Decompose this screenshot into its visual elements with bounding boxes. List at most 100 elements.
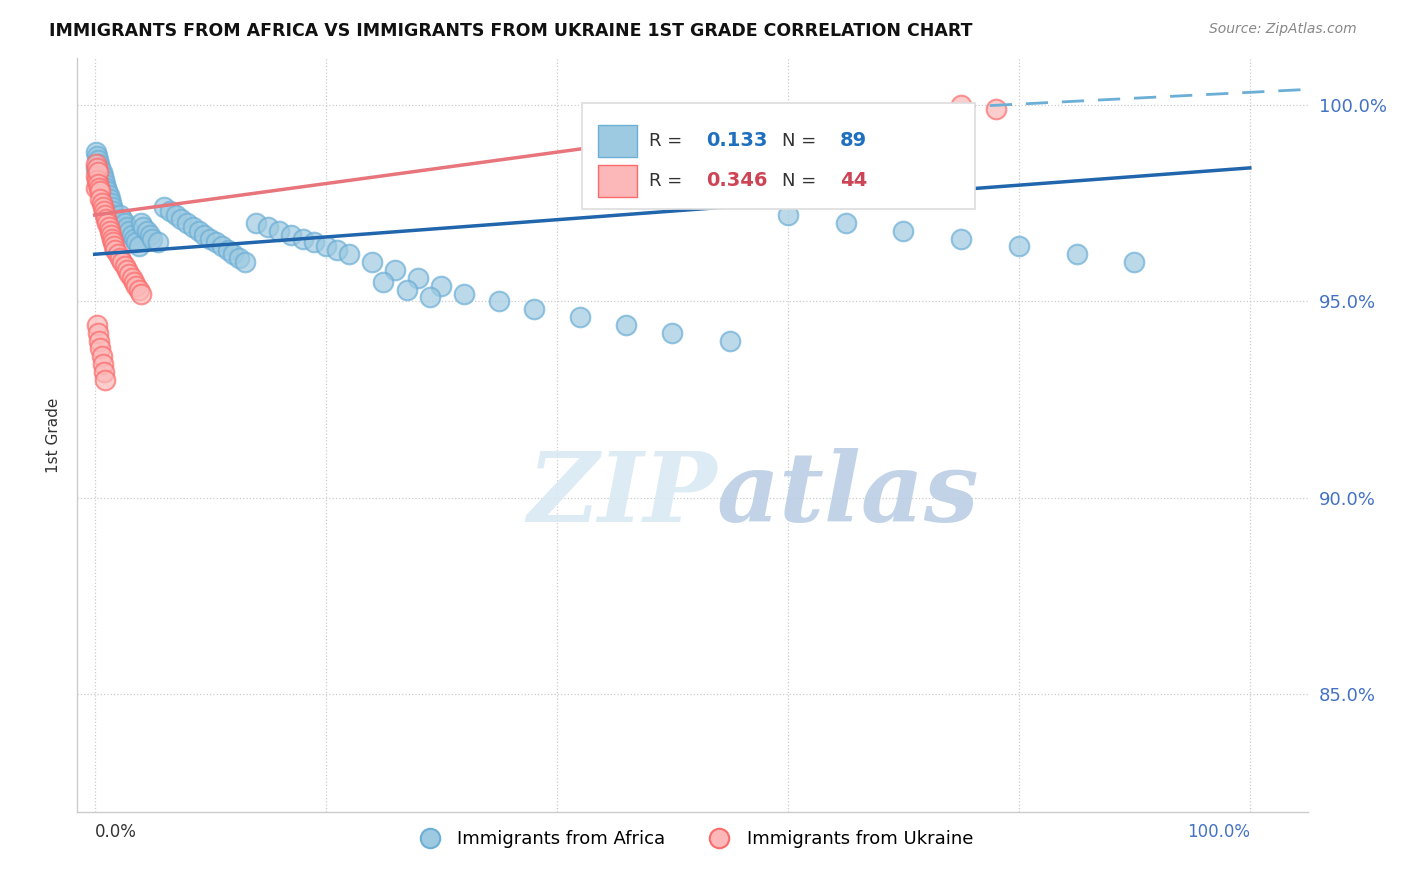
Point (101, 231, 124, 245)
Point (111, 211, 134, 226)
Point (233, 255, 256, 269)
Text: 0.133: 0.133 (706, 131, 768, 151)
Point (361, 255, 384, 269)
Point (87, 153, 110, 167)
Point (373, 275, 395, 289)
Point (950, 98, 973, 112)
Point (395, 283, 418, 297)
Text: Source: ZipAtlas.com: Source: ZipAtlas.com (1209, 22, 1357, 37)
Point (111, 255, 134, 269)
Point (84, 145, 107, 160)
Point (93, 204, 115, 219)
Point (101, 200, 124, 214)
Point (280, 227, 302, 242)
Point (96, 188, 118, 202)
Point (90, 196, 112, 211)
Point (245, 216, 267, 230)
Point (129, 286, 152, 301)
Point (87, 165, 110, 179)
Point (90, 349, 112, 363)
Y-axis label: 1st Grade: 1st Grade (46, 397, 62, 473)
Point (87, 326, 110, 340)
Point (661, 326, 683, 340)
Legend: Immigrants from Africa, Immigrants from Ukraine: Immigrants from Africa, Immigrants from … (405, 823, 980, 855)
Point (89, 157, 111, 171)
Text: R =: R = (650, 172, 689, 190)
Point (96, 185, 118, 199)
Point (118, 267, 141, 281)
Point (159, 204, 181, 219)
Point (121, 227, 143, 242)
Point (568, 310, 591, 324)
Point (104, 211, 127, 226)
Point (94, 373, 117, 387)
Point (139, 227, 162, 242)
Point (384, 263, 406, 277)
Point (107, 219, 129, 234)
Point (107, 247, 129, 261)
Point (108, 251, 131, 265)
Point (96, 180, 118, 194)
Point (718, 334, 741, 348)
Point (122, 231, 145, 245)
Point (91, 169, 114, 183)
Point (984, 102, 1007, 116)
Point (89, 192, 111, 206)
Text: R =: R = (650, 132, 689, 150)
Text: 0.346: 0.346 (706, 171, 768, 190)
Point (228, 251, 250, 265)
Point (84, 161, 107, 175)
Point (125, 278, 148, 293)
Point (100, 227, 122, 242)
Text: 44: 44 (841, 171, 868, 190)
Point (91, 357, 114, 371)
Point (89, 342, 111, 356)
Point (101, 204, 124, 219)
Point (614, 318, 637, 332)
Point (86, 318, 108, 332)
Point (84, 157, 107, 171)
Point (453, 286, 475, 301)
Point (108, 224, 131, 238)
Point (128, 283, 150, 297)
Point (430, 278, 453, 293)
Point (326, 244, 349, 258)
Point (222, 247, 245, 261)
Point (84, 169, 107, 183)
Point (105, 216, 128, 230)
Point (90, 165, 112, 179)
Point (91, 200, 114, 214)
Point (86, 165, 108, 179)
Point (419, 290, 441, 304)
Point (96, 216, 118, 230)
Point (90, 180, 112, 194)
Point (187, 224, 209, 238)
Point (89, 161, 111, 175)
Point (103, 208, 125, 222)
Point (193, 227, 215, 242)
Point (148, 235, 170, 250)
Point (101, 235, 124, 250)
Point (91, 185, 114, 199)
Text: ZIP: ZIP (527, 448, 717, 542)
Point (776, 208, 799, 222)
Point (315, 239, 337, 253)
Point (153, 200, 176, 214)
Point (114, 259, 136, 273)
FancyBboxPatch shape (582, 103, 976, 209)
Point (891, 224, 914, 238)
Point (93, 365, 115, 379)
Point (302, 235, 325, 250)
Point (104, 244, 127, 258)
Point (86, 149, 108, 163)
Point (93, 172, 115, 186)
Text: atlas: atlas (717, 448, 980, 542)
Point (89, 334, 111, 348)
Point (1066, 247, 1088, 261)
Point (86, 172, 108, 186)
Point (103, 239, 125, 253)
Point (89, 177, 111, 191)
Point (1123, 255, 1146, 269)
Point (94, 177, 117, 191)
Point (118, 224, 141, 238)
